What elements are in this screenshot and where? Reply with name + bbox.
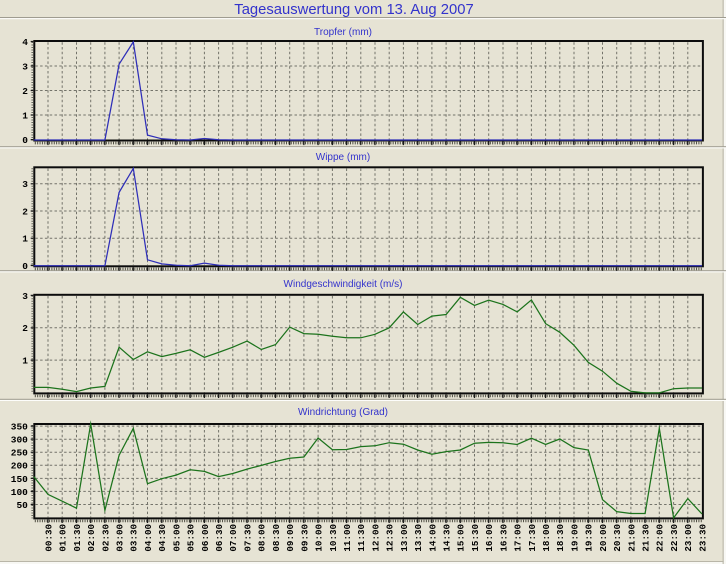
svg-text:1: 1	[22, 356, 28, 367]
svg-text:250: 250	[11, 448, 28, 459]
svg-text:3: 3	[22, 61, 28, 72]
svg-text:50: 50	[16, 500, 28, 511]
svg-text:100: 100	[11, 487, 28, 498]
svg-text:350: 350	[11, 422, 28, 433]
svg-text:19:30: 19:30	[584, 524, 595, 552]
svg-text:1: 1	[22, 234, 28, 245]
svg-text:2: 2	[22, 323, 28, 334]
svg-text:02:30: 02:30	[100, 524, 111, 552]
svg-text:19:00: 19:00	[569, 524, 580, 552]
svg-text:Wippe (mm): Wippe (mm)	[316, 152, 370, 163]
svg-text:20:30: 20:30	[612, 524, 623, 552]
svg-text:21:30: 21:30	[641, 524, 652, 552]
svg-text:3: 3	[22, 291, 28, 302]
svg-text:13:00: 13:00	[399, 524, 410, 552]
svg-text:17:30: 17:30	[527, 524, 538, 552]
svg-text:08:30: 08:30	[271, 524, 282, 552]
svg-text:0: 0	[22, 261, 28, 272]
svg-text:15:00: 15:00	[456, 524, 467, 552]
svg-text:16:00: 16:00	[484, 524, 495, 552]
svg-text:16:30: 16:30	[498, 524, 509, 552]
svg-text:21:00: 21:00	[626, 524, 637, 552]
svg-text:15:30: 15:30	[470, 524, 481, 552]
svg-text:04:30: 04:30	[157, 524, 168, 552]
svg-text:22:00: 22:00	[655, 524, 666, 552]
svg-text:08:00: 08:00	[257, 524, 268, 552]
svg-text:07:00: 07:00	[228, 524, 239, 552]
svg-text:05:00: 05:00	[171, 524, 182, 552]
svg-text:150: 150	[11, 474, 28, 485]
svg-text:23:30: 23:30	[697, 524, 708, 552]
svg-text:2: 2	[22, 86, 28, 97]
svg-text:10:30: 10:30	[328, 524, 339, 552]
svg-text:06:30: 06:30	[214, 524, 225, 552]
svg-text:01:30: 01:30	[72, 524, 83, 552]
svg-text:18:00: 18:00	[541, 524, 552, 552]
svg-text:09:00: 09:00	[285, 524, 296, 552]
svg-text:22:30: 22:30	[669, 524, 680, 552]
svg-text:12:30: 12:30	[385, 524, 396, 552]
svg-text:3: 3	[22, 179, 28, 190]
svg-text:20:00: 20:00	[598, 524, 609, 552]
svg-text:02:00: 02:00	[86, 524, 97, 552]
svg-text:0: 0	[22, 135, 28, 146]
svg-text:Windgeschwindigkeit (m/s): Windgeschwindigkeit (m/s)	[284, 279, 403, 290]
svg-text:00:30: 00:30	[43, 524, 54, 552]
svg-text:Windrichtung (Grad): Windrichtung (Grad)	[298, 407, 388, 418]
svg-text:13:30: 13:30	[413, 524, 424, 552]
svg-text:11:00: 11:00	[342, 524, 353, 552]
svg-text:01:00: 01:00	[58, 524, 69, 552]
svg-text:17:00: 17:00	[513, 524, 524, 552]
svg-text:09:30: 09:30	[299, 524, 310, 552]
svg-text:03:00: 03:00	[115, 524, 126, 552]
svg-text:14:00: 14:00	[427, 524, 438, 552]
svg-text:04:00: 04:00	[143, 524, 154, 552]
svg-text:11:30: 11:30	[356, 524, 367, 552]
svg-text:Tagesauswertung vom 13. Aug 20: Tagesauswertung vom 13. Aug 2007	[234, 2, 473, 18]
svg-text:Tropfer (mm): Tropfer (mm)	[314, 27, 372, 38]
svg-text:12:00: 12:00	[370, 524, 381, 552]
svg-text:300: 300	[11, 435, 28, 446]
svg-text:4: 4	[22, 37, 28, 48]
svg-text:07:30: 07:30	[243, 524, 254, 552]
svg-text:1: 1	[22, 110, 28, 121]
svg-text:23:00: 23:00	[683, 524, 694, 552]
svg-text:05:30: 05:30	[186, 524, 197, 552]
svg-text:2: 2	[22, 206, 28, 217]
svg-text:18:30: 18:30	[555, 524, 566, 552]
svg-text:200: 200	[11, 461, 28, 472]
svg-text:06:00: 06:00	[200, 524, 211, 552]
svg-text:14:30: 14:30	[442, 524, 453, 552]
svg-text:10:00: 10:00	[314, 524, 325, 552]
svg-text:03:30: 03:30	[129, 524, 140, 552]
